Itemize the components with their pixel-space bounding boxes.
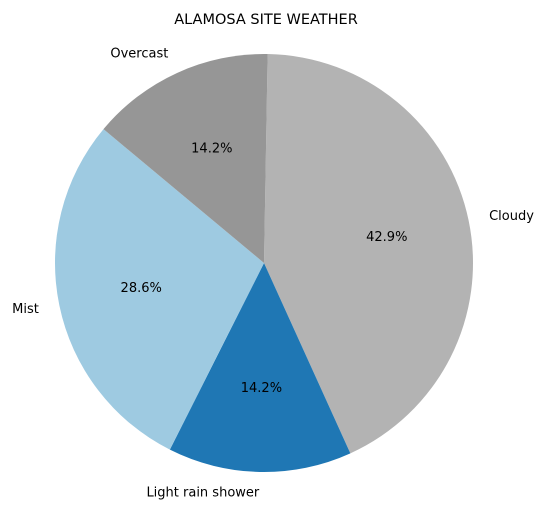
chart-title: ALAMOSA SITE WEATHER [174, 12, 358, 28]
pie-slice-light-rain-shower [169, 263, 351, 472]
slice-label-overcast: Overcast [110, 46, 168, 61]
slice-label-cloudy: Cloudy [489, 209, 534, 224]
pie-slices [55, 53, 473, 472]
pie-slice-mist [55, 129, 264, 450]
pie-labels: Cloudy 42.9% Light rain shower 14.2% Mist 28.… [12, 46, 534, 500]
pie-slice-cloudy [264, 54, 473, 454]
pct-label-mist: 28.6% [121, 281, 162, 296]
pie-slice-overcast [103, 53, 268, 263]
pct-label-overcast: 14.2% [191, 141, 232, 156]
pct-label-light-rain-shower: 14.2% [241, 381, 282, 396]
slice-label-light-rain-shower: Light rain shower [146, 485, 259, 500]
pct-label-cloudy: 42.9% [366, 230, 407, 245]
slice-label-mist: Mist [12, 302, 39, 317]
